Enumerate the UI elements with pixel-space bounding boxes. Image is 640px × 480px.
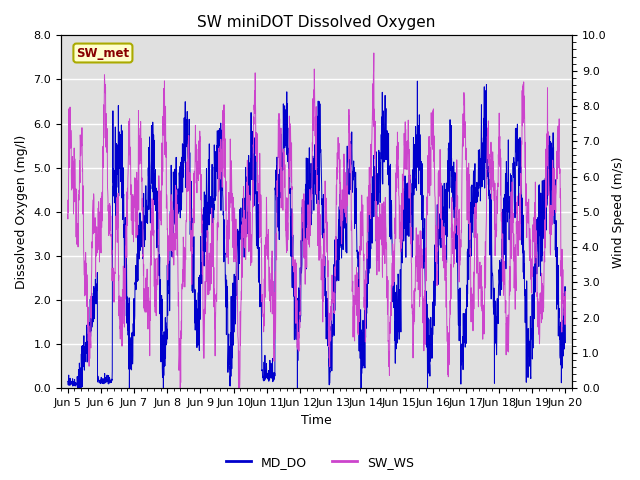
Text: SW_met: SW_met — [76, 47, 129, 60]
Y-axis label: Dissolved Oxygen (mg/l): Dissolved Oxygen (mg/l) — [15, 135, 28, 289]
X-axis label: Time: Time — [301, 414, 332, 427]
Legend: MD_DO, SW_WS: MD_DO, SW_WS — [221, 451, 419, 474]
Title: SW miniDOT Dissolved Oxygen: SW miniDOT Dissolved Oxygen — [197, 15, 436, 30]
Y-axis label: Wind Speed (m/s): Wind Speed (m/s) — [612, 156, 625, 267]
